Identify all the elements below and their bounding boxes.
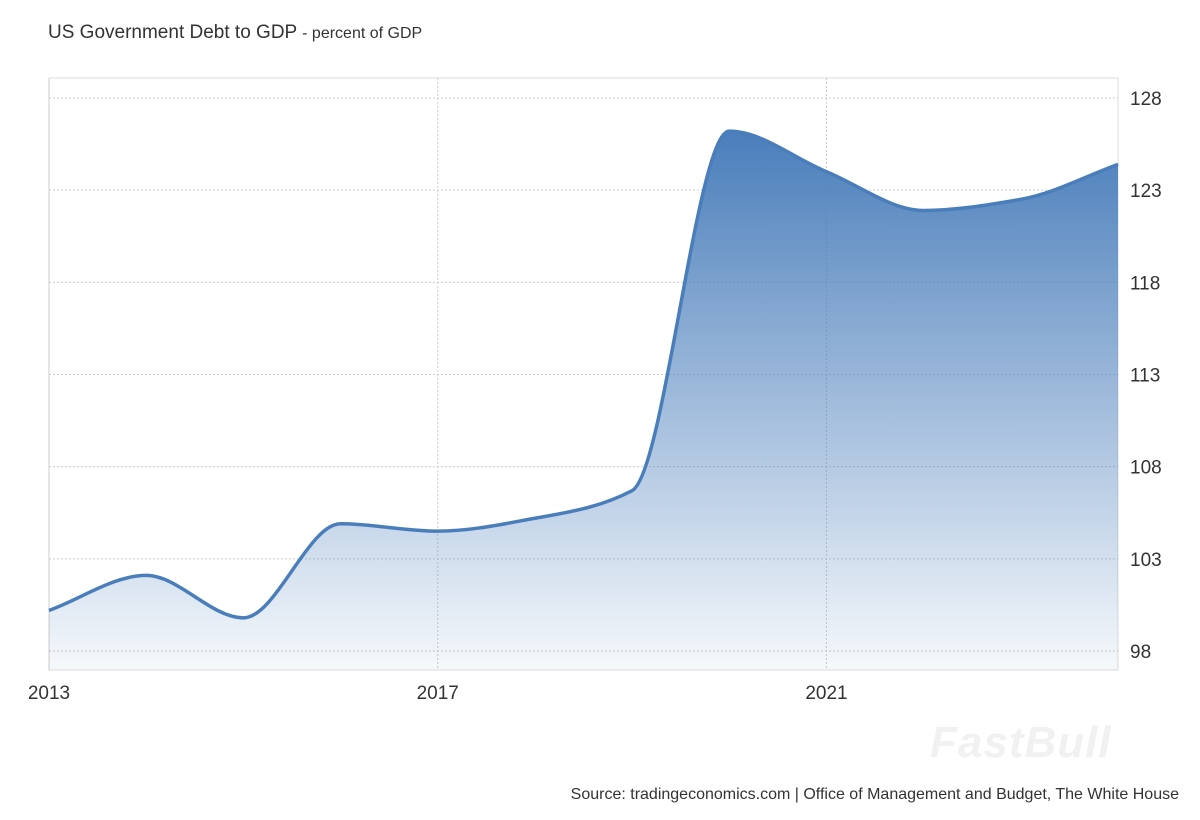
y-tick-label: 98 <box>1130 642 1151 663</box>
y-tick-label: 108 <box>1130 458 1162 479</box>
source-note: Source: tradingeconomics.com | Office of… <box>570 786 1179 803</box>
y-tick-label: 103 <box>1130 550 1162 571</box>
title-text: US Government Debt to GDP <box>48 22 297 43</box>
y-tick-label: 113 <box>1130 366 1160 387</box>
x-tick-label: 2017 <box>417 683 459 704</box>
y-tick-label: 118 <box>1130 273 1160 294</box>
x-tick-label: 2021 <box>805 683 847 704</box>
area-fill <box>49 131 1118 670</box>
y-tick-label: 128 <box>1130 89 1162 110</box>
y-tick-label: 123 <box>1130 181 1162 202</box>
chart-title: US Government Debt to GDP - percent of G… <box>48 22 422 44</box>
x-tick-label: 2013 <box>28 683 70 704</box>
subtitle: - percent of GDP <box>302 25 423 42</box>
watermark-logo: FastBull <box>930 718 1112 767</box>
